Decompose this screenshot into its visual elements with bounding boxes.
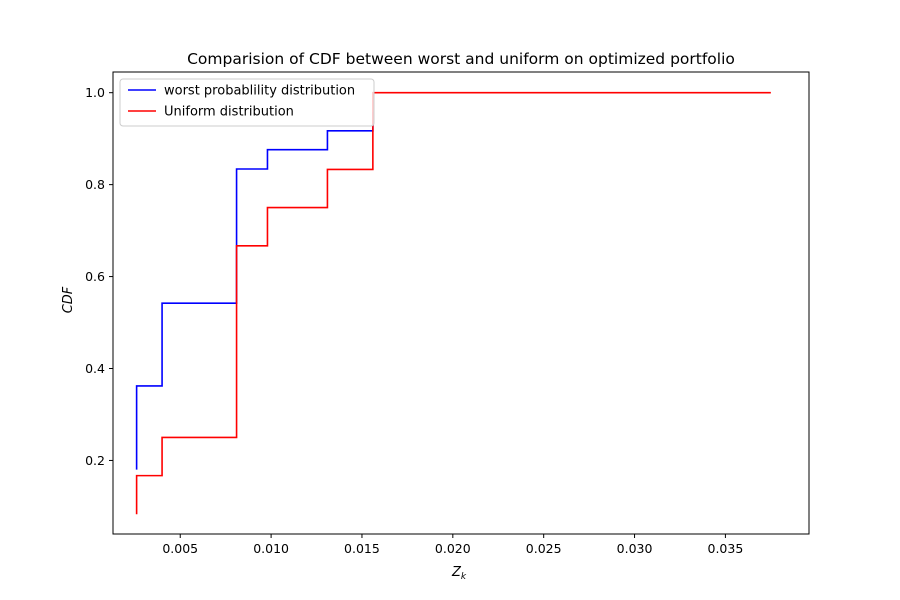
legend-box [119,78,375,127]
x-axis-label: Zk [451,565,467,582]
x-tick-label: 0.030 [617,541,653,556]
legend-label: worst probablility distribution [164,84,355,99]
x-tick-label: 0.005 [162,541,198,556]
x-axis: 0.005 0.010 0.015 0.020 0.025 0.030 0.035 [162,534,743,556]
legend-label: Uniform distribution [164,105,294,120]
plot-frame [112,71,810,535]
x-tick-label: 0.010 [253,541,289,556]
chart-title: Comparision of CDF between worst and uni… [187,50,735,68]
legend: worst probablility distribution Uniform d… [119,78,375,127]
x-tick-label: 0.015 [344,541,380,556]
series-line-1 [135,91,771,515]
x-tick-label: 0.020 [435,541,471,556]
y-axis-label: CDF [61,286,76,313]
y-tick-label: 0.2 [85,453,105,468]
y-tick-label: 1.0 [85,85,105,100]
series-layer [135,91,771,515]
series-line-0 [135,111,374,470]
x-axis-label-subscript: k [461,572,467,582]
x-tick-label: 0.035 [708,541,744,556]
y-tick-label: 0.4 [85,361,105,376]
x-tick-label: 0.025 [526,541,562,556]
x-axis-label-main: Z [451,565,462,580]
y-axis: 0.2 0.4 0.6 0.8 1.0 [85,85,113,468]
y-tick-label: 0.8 [85,177,105,192]
y-tick-label: 0.6 [85,269,105,284]
